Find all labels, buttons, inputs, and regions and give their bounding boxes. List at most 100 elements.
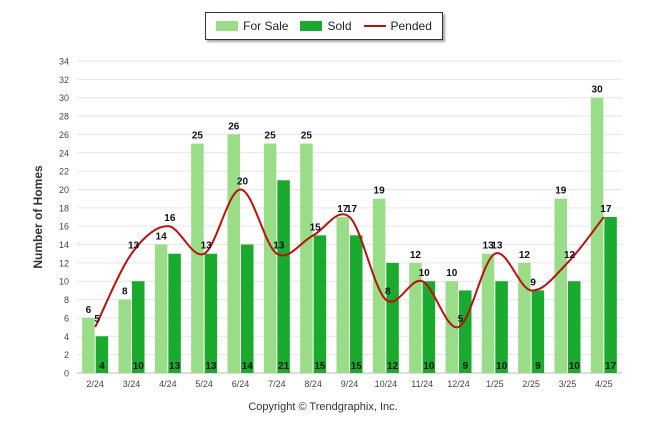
x-tick-label: 9/24 <box>341 379 359 389</box>
bar-for-sale <box>263 143 277 373</box>
data-label-for-sale: 30 <box>592 85 604 96</box>
legend-item-sold: Sold <box>300 19 352 33</box>
data-label-for-sale: 10 <box>446 268 458 279</box>
x-tick-label: 4/24 <box>159 379 177 389</box>
bar-sold <box>168 253 181 373</box>
bar-sold <box>95 336 109 373</box>
x-tick-label: 1/25 <box>486 379 504 389</box>
bar-for-sale <box>481 253 495 373</box>
data-label-sold: 15 <box>351 361 363 372</box>
bar-for-sale <box>336 217 349 373</box>
data-label-pended: 13 <box>201 241 213 252</box>
x-tick-label: 11/24 <box>411 379 433 389</box>
data-label-sold: 10 <box>133 361 145 372</box>
bar-sold <box>568 281 581 373</box>
x-tick-label: 8/24 <box>304 379 322 389</box>
data-label-pended: 13 <box>273 241 285 252</box>
y-tick-label: 24 <box>59 148 69 158</box>
bar-for-sale <box>227 134 240 373</box>
x-tick-label: 10/24 <box>375 379 398 389</box>
pended-swatch <box>363 25 386 27</box>
bar-for-sale <box>409 262 422 373</box>
data-label-pended: 10 <box>419 268 431 279</box>
data-label-for-sale: 12 <box>519 250 531 261</box>
bar-sold <box>386 262 399 373</box>
y-axis-title: Number of Homes <box>31 165 45 269</box>
bar-sold <box>350 235 363 373</box>
data-label-for-sale: 14 <box>156 232 168 243</box>
bar-for-sale <box>445 281 458 373</box>
y-tick-label: 32 <box>59 75 69 85</box>
data-label-sold: 12 <box>387 361 399 372</box>
data-label-for-sale: 12 <box>410 250 422 261</box>
x-tick-label: 5/24 <box>195 379 213 389</box>
data-label-sold: 9 <box>535 361 541 372</box>
x-tick-label: 3/25 <box>559 379 577 389</box>
sold-swatch <box>300 21 323 31</box>
data-label-pended: 13 <box>491 241 503 252</box>
data-label-pended: 12 <box>564 250 576 261</box>
y-tick-label: 8 <box>64 295 69 305</box>
bar-for-sale <box>191 143 204 373</box>
y-tick-label: 28 <box>59 112 69 122</box>
data-label-for-sale: 6 <box>86 305 92 316</box>
bar-sold <box>604 217 617 373</box>
copyright-text: Copyright © Trendgraphix, Inc. <box>248 401 398 413</box>
y-tick-label: 22 <box>59 167 69 177</box>
x-tick-label: 12/24 <box>447 379 470 389</box>
y-tick-label: 0 <box>64 369 69 379</box>
bar-for-sale <box>554 198 567 373</box>
data-label-for-sale: 19 <box>374 186 386 197</box>
x-tick-label: 6/24 <box>232 379 250 389</box>
bar-sold <box>241 244 254 373</box>
data-label-sold: 15 <box>314 361 326 372</box>
y-tick-label: 6 <box>64 313 69 323</box>
y-tick-label: 4 <box>64 332 69 342</box>
legend-label-for-sale: For Sale <box>243 19 289 33</box>
data-label-sold: 10 <box>496 361 508 372</box>
data-label-sold: 21 <box>278 361 290 372</box>
data-label-sold: 14 <box>242 361 254 372</box>
data-label-for-sale: 13 <box>483 241 495 252</box>
legend-label-pended: Pended <box>390 19 432 33</box>
data-label-pended: 16 <box>164 213 176 224</box>
data-label-for-sale: 26 <box>228 121 240 132</box>
bar-for-sale <box>118 299 131 373</box>
data-label-sold: 17 <box>605 361 617 372</box>
bar-for-sale <box>372 198 386 373</box>
bar-for-sale <box>300 143 313 373</box>
legend-item-pended: Pended <box>363 19 432 33</box>
data-label-for-sale: 25 <box>265 131 277 142</box>
x-tick-label: 4/25 <box>595 379 613 389</box>
y-tick-label: 20 <box>59 185 69 195</box>
x-tick-label: 2/24 <box>86 379 104 389</box>
data-label-sold: 4 <box>99 361 105 372</box>
y-tick-label: 14 <box>59 240 69 250</box>
bar-sold <box>204 253 218 373</box>
y-tick-label: 30 <box>59 93 69 103</box>
data-label-pended: 8 <box>385 287 391 298</box>
data-label-sold: 13 <box>169 361 181 372</box>
data-label-for-sale: 8 <box>122 287 128 298</box>
bar-sold <box>495 281 508 373</box>
bar-for-sale <box>154 244 168 373</box>
bar-sold <box>313 235 327 373</box>
y-tick-label: 16 <box>59 222 69 232</box>
data-label-sold: 13 <box>205 361 217 372</box>
for-sale-swatch <box>216 21 239 31</box>
data-label-sold: 10 <box>569 361 581 372</box>
data-label-for-sale: 17 <box>337 204 349 215</box>
data-label-for-sale: 19 <box>555 186 567 197</box>
data-label-sold: 10 <box>423 361 435 372</box>
pended-line <box>94 188 605 329</box>
data-label-pended: 20 <box>237 176 249 187</box>
data-label-pended: 13 <box>128 241 140 252</box>
x-tick-label: 3/24 <box>123 379 141 389</box>
x-tick-label: 2/25 <box>522 379 540 389</box>
data-label-pended: 5 <box>458 314 464 325</box>
bar-sold <box>277 180 290 373</box>
bar-for-sale <box>590 97 604 374</box>
legend-label-sold: Sold <box>327 19 352 33</box>
data-label-for-sale: 25 <box>192 131 204 142</box>
